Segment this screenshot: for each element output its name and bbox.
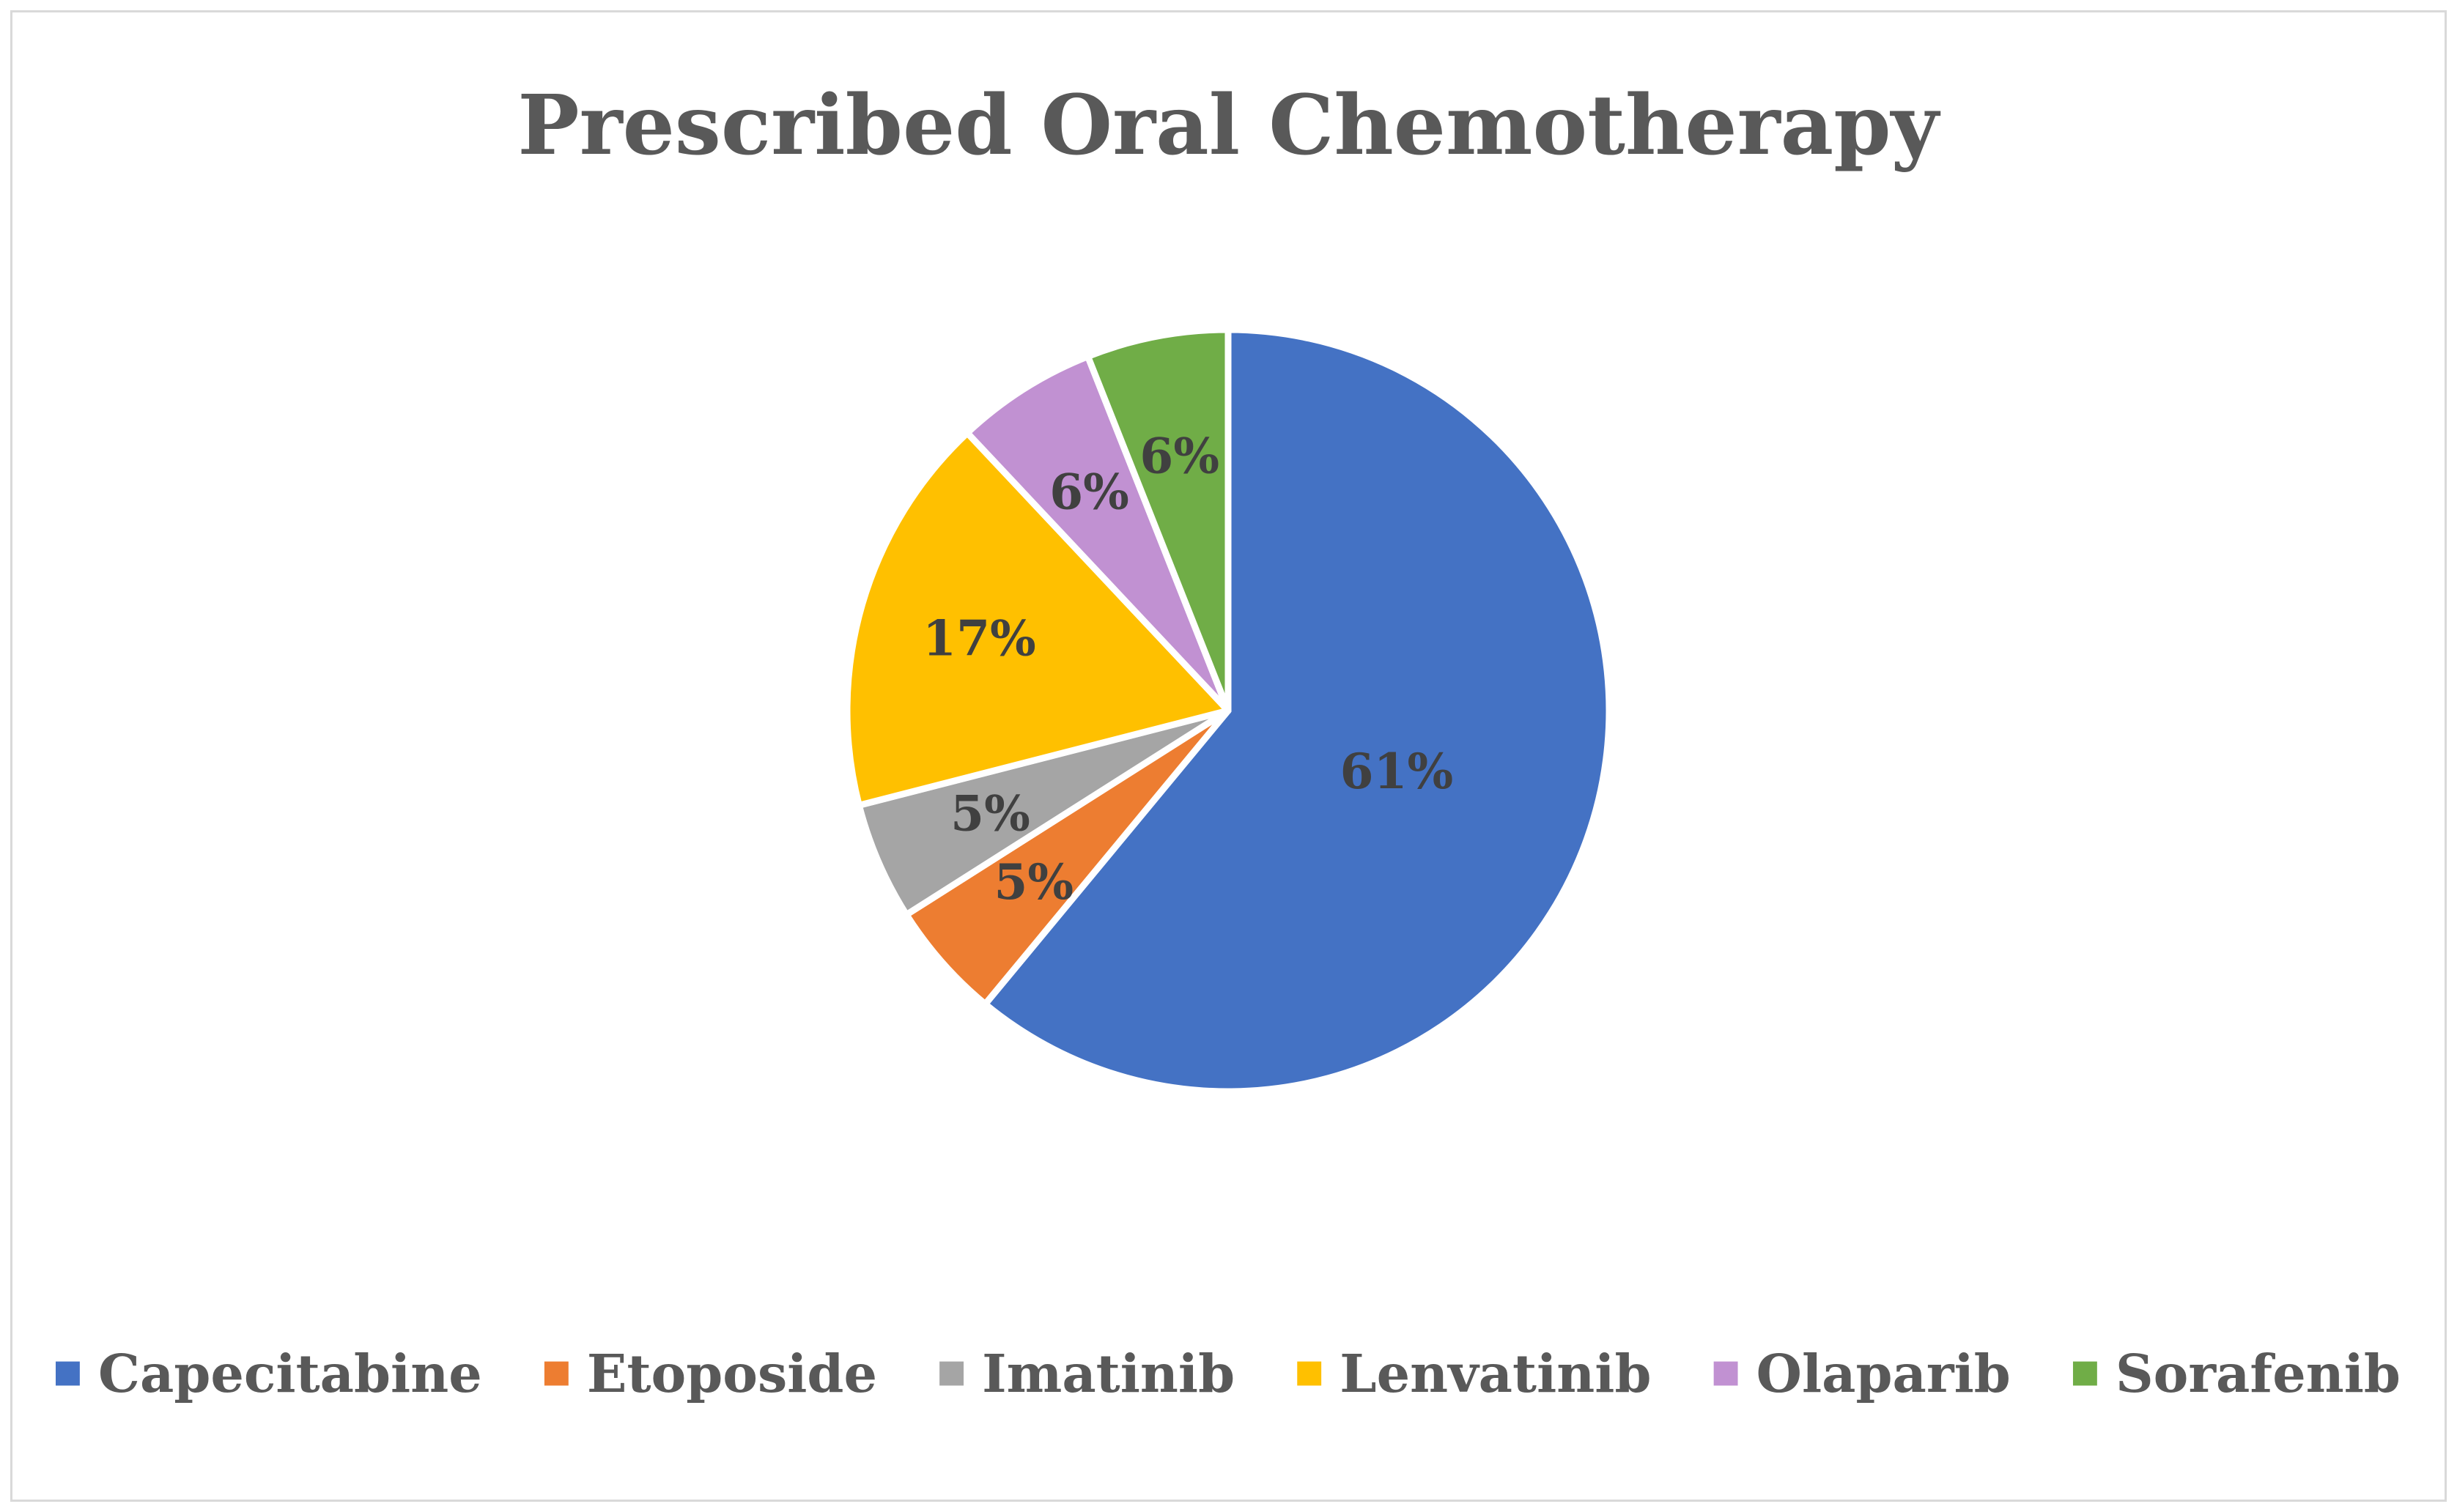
data-label-capecitabine: 61% [1340,743,1454,800]
legend-label-imatinib: Imatinib [982,1343,1235,1404]
pie-slice-sorafenib [1085,326,1232,714]
legend-item-imatinib: Imatinib [939,1343,1235,1404]
legend-swatch-capecitabine [56,1361,80,1386]
data-label-sorafenib: 6% [1139,428,1219,485]
data-label-etoposide: 5% [994,853,1074,911]
chart-title: Prescribed Oral Chemotherapy [517,78,1940,174]
pie-slice-capecitabine [982,326,1613,1095]
legend-item-sorafenib: Sorafenib [2072,1343,2401,1404]
legend-swatch-imatinib [939,1361,964,1386]
data-label-olaparib: 6% [1049,463,1129,520]
legend-label-etoposide: Etoposide [587,1343,877,1404]
legend-swatch-etoposide [544,1361,569,1386]
legend-label-capecitabine: Capecitabine [98,1343,482,1404]
legend-item-capecitabine: Capecitabine [56,1343,482,1404]
legend-item-etoposide: Etoposide [544,1343,877,1404]
legend: Capecitabine Etoposide Imatinib Lenvatinib O… [56,1343,2401,1404]
data-label-imatinib: 5% [950,785,1030,842]
legend-item-olaparib: Olaparib [1713,1343,2011,1404]
legend-label-lenvatinib: Lenvatinib [1340,1343,1651,1404]
pie-slice-olaparib [964,353,1232,714]
pie-slice-lenvatinib [843,429,1232,809]
pie-slices [843,326,1613,1095]
legend-item-lenvatinib: Lenvatinib [1297,1343,1652,1404]
data-labels: 61% 5% 5% 17% 6%6% [923,428,1453,911]
legend-swatch-sorafenib [2072,1361,2097,1386]
legend-label-sorafenib: Sorafenib [2116,1343,2401,1404]
legend-swatch-lenvatinib [1297,1361,1322,1386]
legend-swatch-olaparib [1713,1361,1738,1386]
legend-label-olaparib: Olaparib [1756,1343,2011,1404]
data-label-lenvatinib: 17% [923,609,1036,667]
